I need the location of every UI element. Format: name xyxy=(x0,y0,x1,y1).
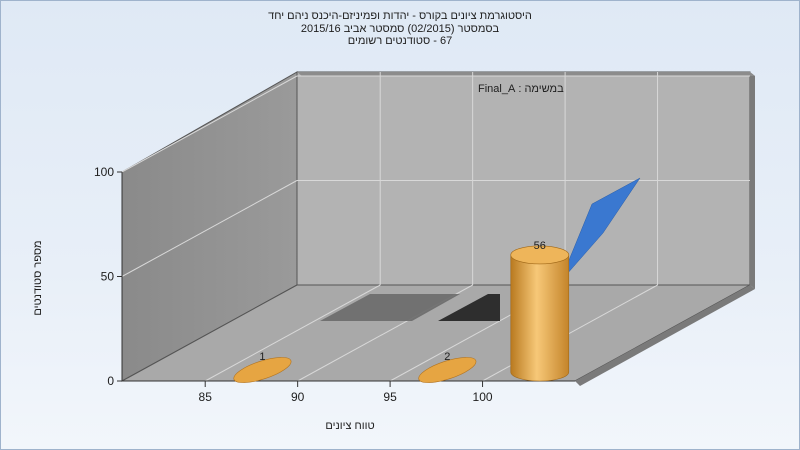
top-edge xyxy=(297,72,755,76)
y-tick-label-2: 100 xyxy=(94,165,114,179)
x-tick-label-1: 90 xyxy=(291,390,305,404)
x-tick-label-3: 100 xyxy=(473,390,493,404)
chart-annotation: במשימה : Final_A xyxy=(478,83,564,95)
bar-base-1 xyxy=(418,357,477,383)
grid-line-left-2 xyxy=(121,75,298,173)
y-tick-label-0: 0 xyxy=(107,374,114,388)
bar-1: 2 xyxy=(418,351,477,383)
grid-line-floor-0 xyxy=(204,284,381,382)
bars: 1 2 56 xyxy=(233,240,570,383)
x-tick-label-2: 95 xyxy=(383,390,397,404)
x-ticks: 85 90 95 100 xyxy=(199,381,493,404)
bar-top-2 xyxy=(510,245,570,265)
y-axis-label: מספר סטודנטים xyxy=(32,240,44,316)
mid-series-area-light xyxy=(320,294,460,321)
grid-line-left-1 xyxy=(121,180,298,277)
x-axis-label: טווח ציונים xyxy=(325,420,375,432)
back-series-ribbon xyxy=(559,177,641,283)
y-ticks: 0 50 100 xyxy=(94,165,122,388)
title-line-2: בסמסטר (02/2015) סמסטר אביב 2015/16 xyxy=(300,22,500,35)
bar-label-0: 1 xyxy=(259,351,265,363)
y-tick-label-1: 50 xyxy=(101,270,115,284)
bar-label-1: 2 xyxy=(444,351,450,363)
back-wall-edge xyxy=(750,72,755,289)
chart-title: היסטוגרמת ציונים בקורס - יהדות ופמיניזם-… xyxy=(0,10,800,48)
floor-edge xyxy=(575,285,755,386)
bar-base-0 xyxy=(233,357,292,383)
title-line-1: היסטוגרמת ציונים בקורס - יהדות ופמיניזם-… xyxy=(268,10,532,22)
title-line-3: 67 - סטודנטים רשומים xyxy=(347,35,453,47)
bar-0: 1 xyxy=(233,351,292,383)
bar-body-2 xyxy=(510,254,570,382)
bar-label-2: 56 xyxy=(534,240,546,252)
x-tick-label-0: 85 xyxy=(199,390,213,404)
bar-2: 56 xyxy=(510,240,570,382)
mid-series-area-dark xyxy=(438,294,500,321)
